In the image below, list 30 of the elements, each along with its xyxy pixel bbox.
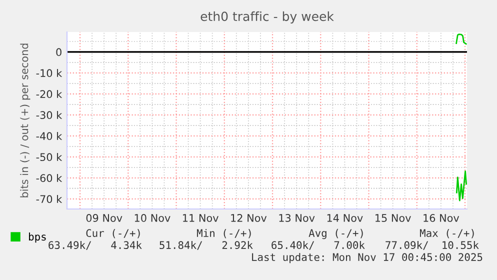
- text: Max (-/+): [420, 229, 474, 238]
- text: Min (-/+): [196, 228, 251, 238]
- x-tick-label: 16 Nov: [424, 214, 460, 222]
- y-tick-label: 0: [56, 48, 62, 56]
- y-tick-label: -10 k: [36, 68, 62, 78]
- x-tick-label: 14 Nov: [327, 214, 363, 222]
- text: 63.49k/ 4.34k: [48, 240, 142, 250]
- y-tick-label: -50 k: [36, 152, 62, 162]
- y-tick-label: -60 k: [36, 174, 62, 182]
- x-tick-label: 09 Nov: [86, 214, 122, 222]
- legend-label: bps: [29, 232, 46, 243]
- x-tick-label: 13 Nov: [279, 214, 315, 222]
- x-tick-label: 15 Nov: [376, 214, 411, 222]
- x-tick-label: 11 Nov: [183, 214, 218, 222]
- text: 51.84k/ 2.92k: [160, 240, 253, 250]
- y-tick-label: -30 k: [36, 110, 62, 120]
- text: Last update: Mon Nov 17 00:45:00 2025: [252, 252, 482, 264]
- text: 65.40k/ 7.00k: [272, 240, 365, 250]
- x-tick-label: 10 Nov: [134, 214, 170, 222]
- text: Cur (-/+): [86, 229, 140, 238]
- text: 77.09k/ 10.55k: [386, 240, 479, 250]
- y-axis-title: bits in (-) / out (+) per second: [20, 44, 30, 198]
- line-series: [456, 34, 467, 45]
- y-tick-label: -20 k: [36, 90, 62, 98]
- line-series: [456, 170, 467, 202]
- chart-title: eth0 traffic - by week: [200, 11, 334, 24]
- y-tick-label: -40 k: [36, 132, 62, 140]
- y-tick-label: -70 k: [36, 194, 62, 204]
- text: Avg (-/+): [308, 228, 363, 240]
- x-tick-label: 12 Nov: [231, 214, 267, 222]
